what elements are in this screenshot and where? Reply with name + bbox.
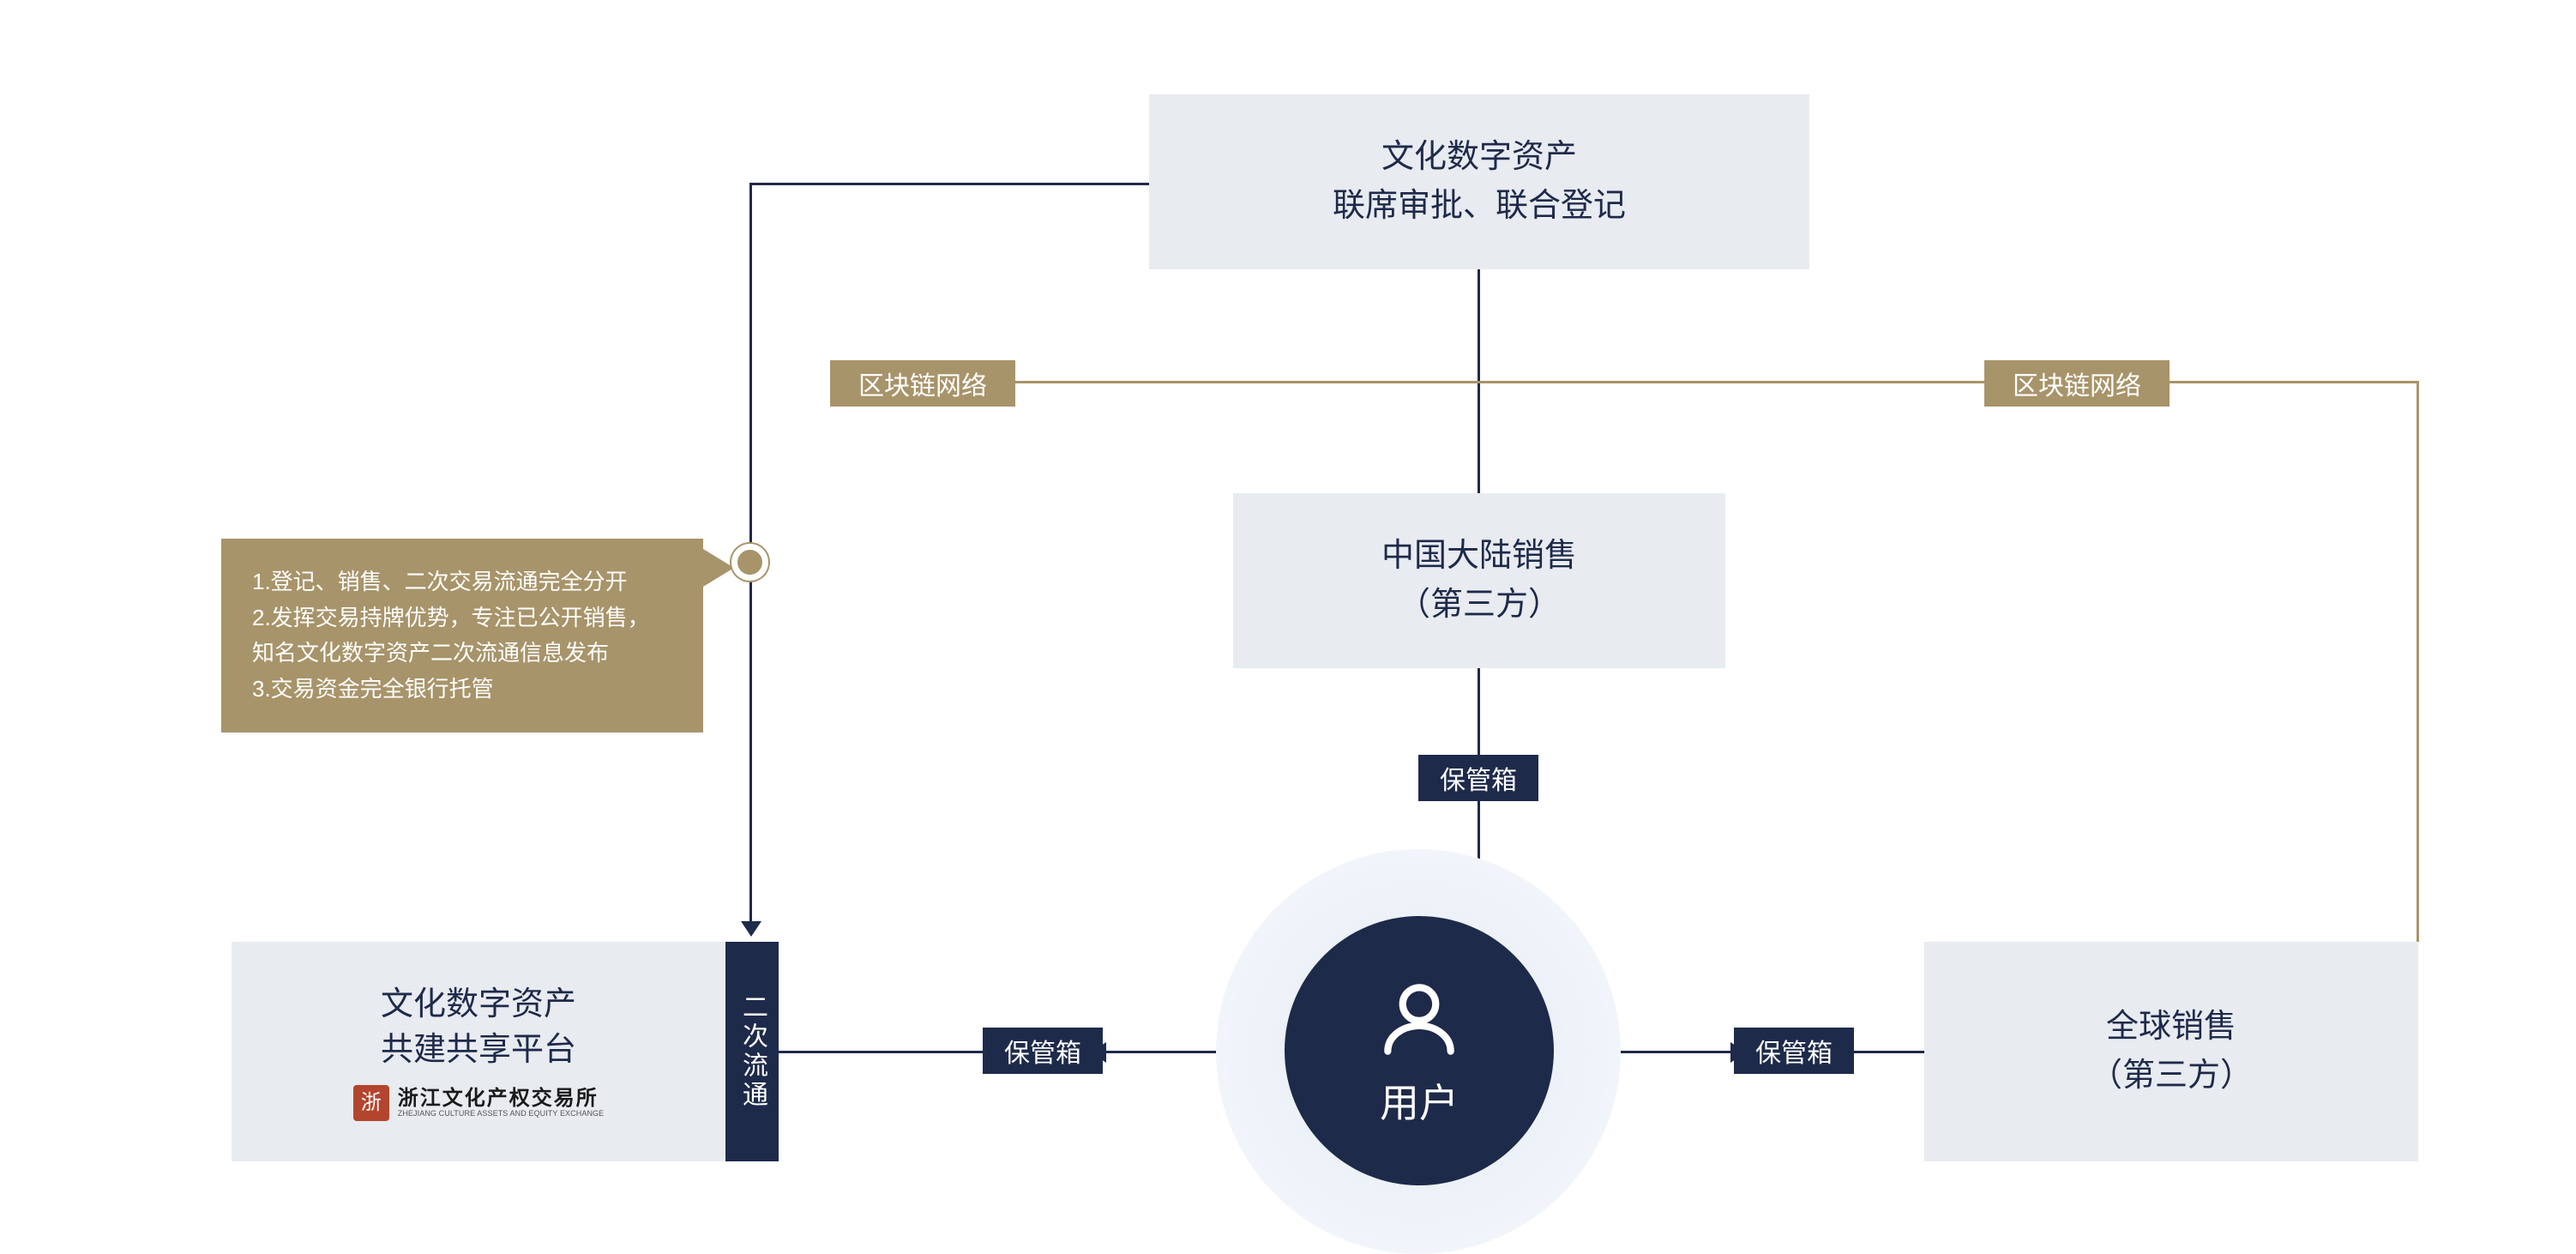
logo-seal-icon: 浙 xyxy=(353,1085,389,1121)
edge-label-secondary-circulation: 二次流通 xyxy=(725,942,779,1161)
node-line: 全球销售 xyxy=(2106,1003,2236,1052)
edge-label-text: 区块链网络 xyxy=(2013,365,2141,402)
logo-main: 浙江文化产权交易所 xyxy=(398,1088,605,1110)
node-top-registration: 文化数字资产 联席审批、联合登记 xyxy=(1149,94,1809,269)
edge-line xyxy=(2170,381,2418,383)
marker-dot xyxy=(731,544,768,581)
node-platform: 文化数字资产 共建共享平台 浙 浙江文化产权交易所 ZHEJIANG CULTU… xyxy=(232,942,725,1161)
callout-line: 2.发挥交易持牌优势，专注已公开销售， xyxy=(252,600,672,636)
callout-line: 3.交易资金完全银行托管 xyxy=(252,672,672,708)
edge-label-text: 二次流通 xyxy=(733,993,771,1110)
edge-line xyxy=(1015,381,1479,383)
arrowhead-icon xyxy=(741,921,761,937)
edge-line xyxy=(779,1051,983,1053)
edge-label-text: 保管箱 xyxy=(1004,1032,1081,1070)
node-line: 共建共享平台 xyxy=(381,1028,576,1073)
node-mainland-sales: 中国大陆销售 （第三方） xyxy=(1233,493,1725,668)
edge-label-vault-right: 保管箱 xyxy=(1734,1028,1854,1074)
edge-label-text: 保管箱 xyxy=(1440,759,1517,797)
edge-line xyxy=(2417,381,2419,942)
edge-label-blockchain-left: 区块链网络 xyxy=(830,360,1015,407)
edge-label-vault-top: 保管箱 xyxy=(1418,755,1538,801)
node-line: 联席审批、联合登记 xyxy=(1333,182,1626,231)
callout-notes: 1.登记、销售、二次交易流通完全分开 2.发挥交易持牌优势，专注已公开销售， 知… xyxy=(221,539,703,733)
callout-line: 知名文化数字资产二次流通信息发布 xyxy=(252,636,672,672)
logo-row: 浙 浙江文化产权交易所 ZHEJIANG CULTURE ASSETS AND … xyxy=(353,1085,605,1121)
node-user: 用户 xyxy=(1285,916,1554,1185)
node-line: （第三方） xyxy=(1398,581,1561,630)
node-line: 文化数字资产 xyxy=(381,982,576,1028)
edge-label-blockchain-right: 区块链网络 xyxy=(1984,360,2170,407)
edge-label-text: 保管箱 xyxy=(1755,1032,1833,1070)
edge-label-vault-left: 保管箱 xyxy=(983,1028,1103,1074)
node-line: 文化数字资产 xyxy=(1381,133,1577,182)
node-global-sales: 全球销售 （第三方） xyxy=(1924,942,2418,1161)
edge-line xyxy=(1479,381,1984,383)
callout-line: 1.登记、销售、二次交易流通完全分开 xyxy=(252,564,672,600)
node-line: （第三方） xyxy=(2090,1052,2253,1100)
edge-line xyxy=(749,183,1149,185)
node-line: 中国大陆销售 xyxy=(1381,532,1577,581)
logo-sub: ZHEJIANG CULTURE ASSETS AND EQUITY EXCHA… xyxy=(398,1110,605,1118)
edge-line xyxy=(1854,1051,1924,1053)
user-label: 用户 xyxy=(1380,1072,1459,1129)
user-icon xyxy=(1372,973,1466,1067)
logo-text: 浙江文化产权交易所 ZHEJIANG CULTURE ASSETS AND EQ… xyxy=(398,1088,605,1118)
edge-label-text: 区块链网络 xyxy=(858,365,987,402)
